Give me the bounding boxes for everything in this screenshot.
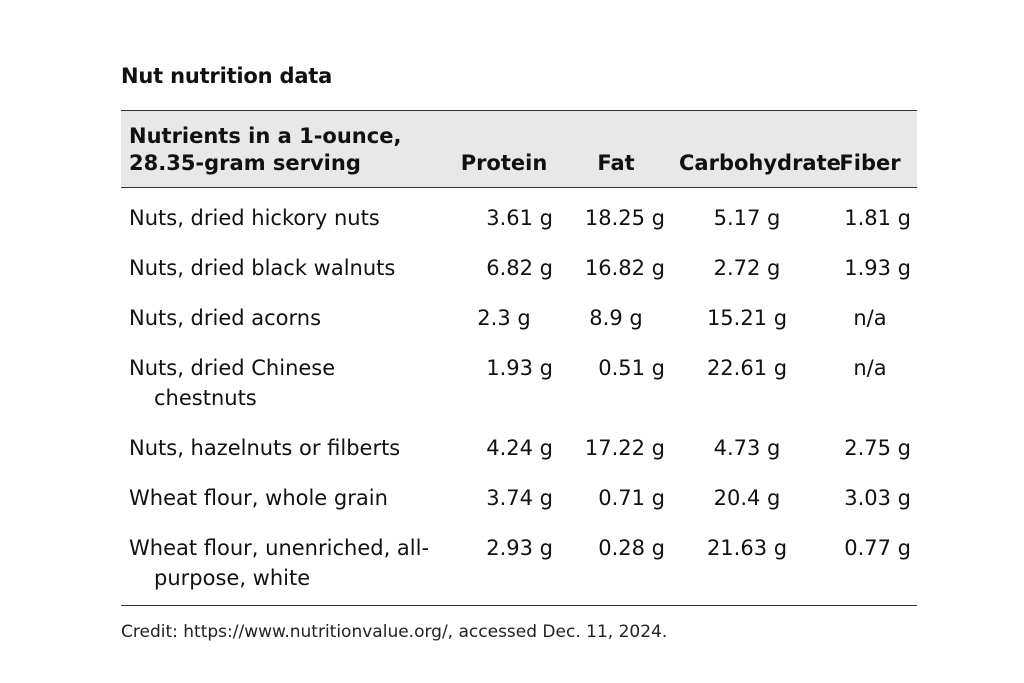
carbohydrate-cell: 4.73 g	[713, 436, 781, 460]
carbohydrate-cell: 20.4 g	[713, 486, 781, 510]
fat-cell: 0.71 g	[598, 486, 665, 510]
fiber-cell: 1.81 g	[844, 206, 911, 230]
row-name: Nuts, dried Chinese chestnuts	[129, 356, 336, 410]
fat-cell: 8.9 g	[589, 306, 643, 330]
fat-cell: 0.28 g	[598, 536, 665, 560]
table-figure: Nut nutrition data Nutrients in a 1-ounc…	[121, 64, 917, 642]
table-row: Wheat flour, whole grain 3.74 g 0.71 g 2…	[121, 468, 917, 518]
row-name: Nuts, dried acorns	[129, 306, 322, 330]
row-name-cell: Nuts, dried Chinese chestnuts	[121, 338, 447, 418]
fat-cell: 17.22 g	[584, 436, 665, 460]
row-name: Wheat flour, whole grain	[129, 486, 388, 510]
fat-cell: 0.51 g	[598, 356, 665, 380]
header-protein: Protein	[460, 151, 548, 175]
protein-cell: 6.82 g	[486, 256, 553, 280]
header-row: Nutrients in a 1-ounce, 28.35-gram servi…	[121, 110, 917, 188]
header-carbohydrate: Carbohydrate	[679, 151, 841, 175]
fiber-cell: n/a	[853, 356, 887, 380]
row-name: Nuts, dried hickory nuts	[129, 206, 380, 230]
fiber-cell: 2.75 g	[844, 436, 911, 460]
credit-line: Credit: https://www.nutritionvalue.org/,…	[121, 622, 668, 642]
table-header: Nutrients in a 1-ounce, 28.35-gram servi…	[121, 110, 917, 188]
carbohydrate-cell: 21.63 g	[706, 536, 788, 560]
protein-cell: 2.93 g	[486, 536, 553, 560]
table-row: Nuts, dried black walnuts 6.82 g 16.82 g…	[121, 238, 917, 288]
protein-cell: 1.93 g	[486, 356, 553, 380]
protein-cell: 4.24 g	[486, 436, 553, 460]
row-name-cell: Nuts, dried hickory nuts	[121, 188, 447, 239]
row-name-cell: Nuts, hazelnuts or filberts	[121, 418, 447, 468]
table-row: Nuts, hazelnuts or filberts 4.24 g 17.22…	[121, 418, 917, 468]
fiber-cell: n/a	[853, 306, 887, 330]
row-name-cell: Wheat flour, whole grain	[121, 468, 447, 518]
nutrition-table: Nutrients in a 1-ounce, 28.35-gram servi…	[121, 110, 917, 606]
carbohydrate-cell: 15.21 g	[706, 306, 788, 330]
carbohydrate-cell: 5.17 g	[713, 206, 781, 230]
protein-cell: 3.74 g	[486, 486, 553, 510]
header-serving: Nutrients in a 1-ounce, 28.35-gram servi…	[129, 124, 402, 175]
fat-cell: 16.82 g	[584, 256, 665, 280]
row-name-cell: Nuts, dried acorns	[121, 288, 447, 338]
table-row: Wheat flour, unenriched, all-purpose, wh…	[121, 518, 917, 606]
row-name: Wheat flour, unenriched, all-purpose, wh…	[129, 536, 430, 590]
table-body: Nuts, dried hickory nuts 3.61 g 18.25 g …	[121, 188, 917, 606]
row-name: Nuts, dried black walnuts	[129, 256, 396, 280]
table-title: Nut nutrition data	[121, 64, 333, 88]
fiber-cell: 3.03 g	[844, 486, 911, 510]
fat-cell: 18.25 g	[584, 206, 665, 230]
fiber-cell: 0.77 g	[844, 536, 911, 560]
row-name: Nuts, hazelnuts or filberts	[129, 436, 401, 460]
row-name-cell: Wheat flour, unenriched, all-purpose, wh…	[121, 518, 447, 606]
carbohydrate-cell: 2.72 g	[713, 256, 781, 280]
protein-cell: 3.61 g	[486, 206, 553, 230]
carbohydrate-cell: 22.61 g	[706, 356, 788, 380]
header-fat: Fat	[597, 151, 635, 175]
protein-cell: 2.3 g	[477, 306, 531, 330]
table-row: Nuts, dried Chinese chestnuts 1.93 g 0.5…	[121, 338, 917, 418]
table-row: Nuts, dried acorns 2.3 g 8.9 g 15.21 g n…	[121, 288, 917, 338]
row-name-cell: Nuts, dried black walnuts	[121, 238, 447, 288]
table-row: Nuts, dried hickory nuts 3.61 g 18.25 g …	[121, 188, 917, 239]
header-fiber: Fiber	[839, 151, 901, 175]
fiber-cell: 1.93 g	[844, 256, 911, 280]
